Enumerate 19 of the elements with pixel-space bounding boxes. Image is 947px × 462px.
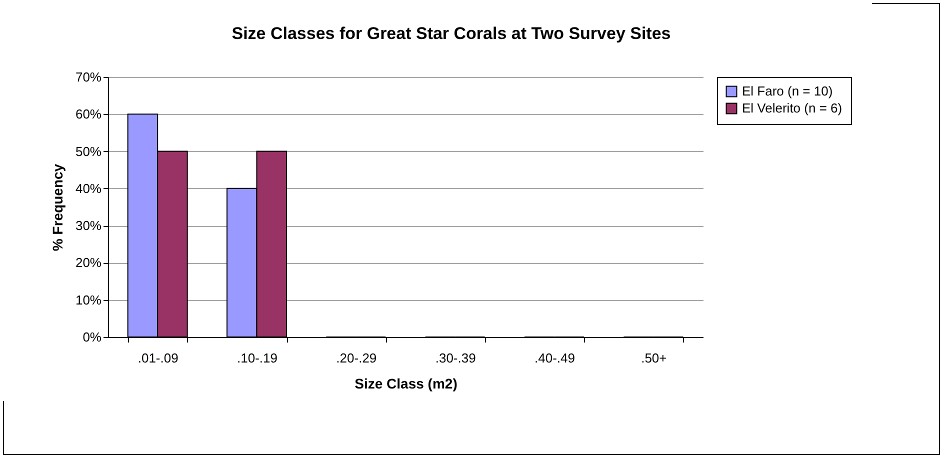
y-tick-label: 50% [75, 144, 102, 159]
x-tick-label: .50+ [641, 350, 667, 366]
y-axis-title: % Frequency [49, 164, 66, 252]
legend-label: El Faro (n = 10) [742, 84, 833, 98]
y-tick-label: 30% [75, 218, 102, 234]
x-tick-label: .30-.39 [435, 350, 476, 366]
y-tick-label: 60% [75, 106, 102, 122]
y-tick-label: 0% [82, 330, 102, 344]
x-tick-label: .01-.09 [138, 350, 178, 366]
x-tick-label: .40-.49 [534, 350, 575, 366]
legend-label: El Velerito (n = 6) [742, 100, 842, 116]
y-tick-label: 20% [75, 255, 102, 270]
chart-title: Size Classes for Great Star Corals at Two Survey Sites [232, 24, 671, 43]
y-tick-label: 70% [75, 70, 102, 84]
x-tick-label: .20-.29 [336, 350, 377, 366]
y-tick-label: 10% [75, 292, 102, 308]
x-tick-label: .10-.19 [237, 350, 278, 366]
x-axis-title: Size Class (m2) [354, 376, 458, 392]
y-tick-label: 40% [75, 180, 102, 196]
